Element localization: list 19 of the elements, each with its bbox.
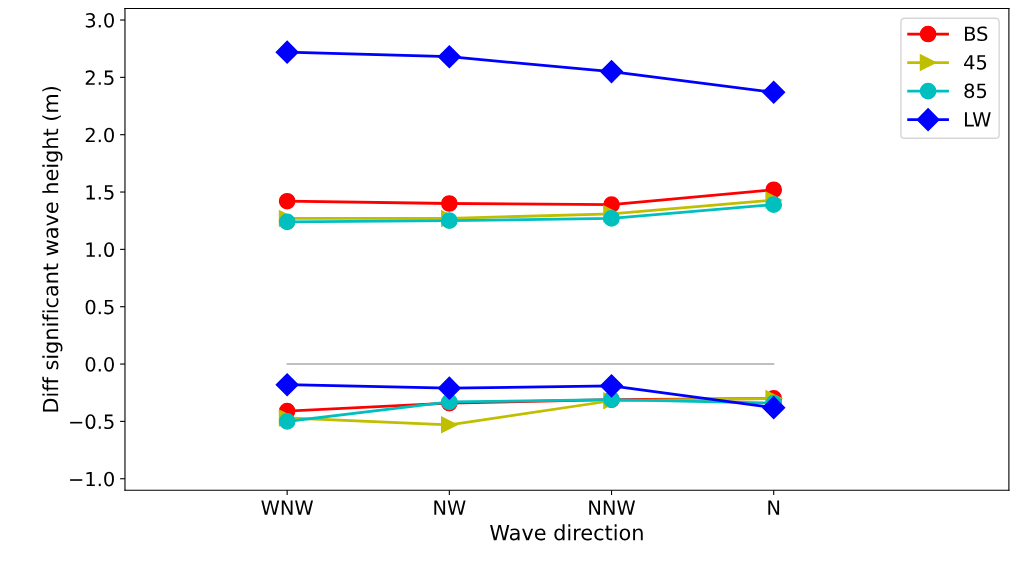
x-tick-label: WNW: [261, 500, 314, 515]
legend-label: LW: [965, 112, 991, 127]
x-axis-title: Wave direction: [490, 524, 643, 541]
y-tick-label: −0.5: [70, 414, 114, 430]
legend-label: 85: [964, 83, 987, 99]
y-tick-label: 1.5: [86, 185, 114, 200]
y-axis-title: Diff significant wave height (m): [42, 86, 63, 412]
x-tick-label: N: [768, 500, 780, 515]
y-tick-label: 0.0: [85, 357, 114, 372]
y-tick-label: 3.0: [85, 12, 114, 28]
legend-label: 45: [964, 55, 987, 70]
y-tick-label: 0.5: [85, 299, 114, 315]
x-tick-label: NNW: [589, 500, 636, 515]
x-tick-label: NW: [434, 500, 466, 515]
y-tick-label: 1.0: [86, 242, 114, 258]
legend-label: BS: [965, 26, 988, 42]
y-tick-label: 2.0: [85, 127, 114, 143]
y-tick-label: −1.0: [70, 471, 114, 487]
y-tick-label: 2.5: [85, 70, 114, 86]
